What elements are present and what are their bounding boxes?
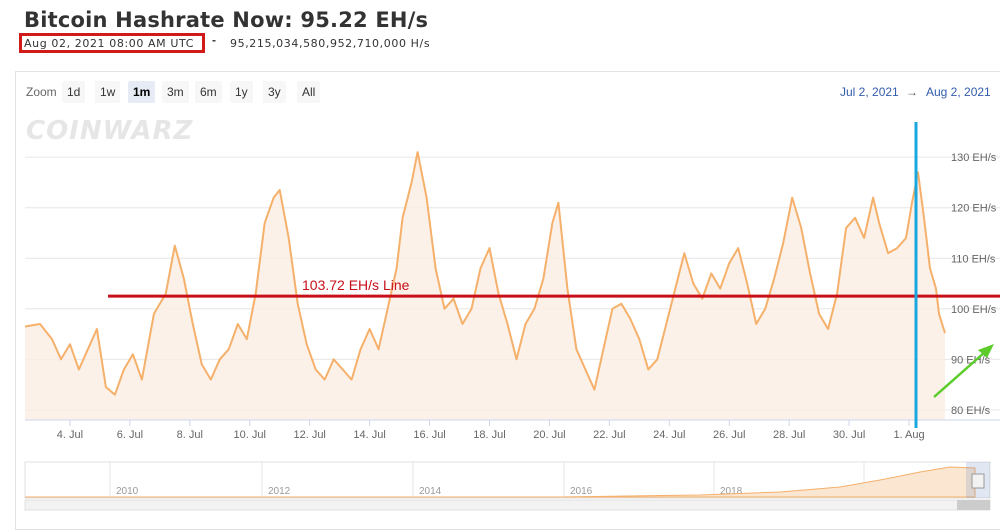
- timestamp-highlight-box: [19, 33, 205, 53]
- y-tick-label: 130 EH/s: [951, 152, 997, 164]
- hashrate-line: [24, 151, 946, 396]
- navigator-handle[interactable]: [971, 473, 985, 489]
- x-tick-label: 28. Jul: [773, 429, 805, 441]
- range-arrow: →: [906, 85, 918, 99]
- zoom-1d-button[interactable]: 1d: [62, 81, 86, 103]
- y-tick-label: 120 EH/s: [951, 203, 997, 215]
- green-arrow-shaft: [933, 351, 986, 398]
- y-tick-label: 80 EH/s: [951, 405, 991, 417]
- x-tick-label: 12. Jul: [293, 429, 325, 441]
- x-tick-label: 4. Jul: [57, 429, 83, 441]
- x-tick-label: 10. Jul: [234, 429, 266, 441]
- zoom-3y-button[interactable]: 3y: [263, 81, 286, 103]
- timestamp: Aug 02, 2021 08:00 AM UTC: [24, 37, 194, 50]
- navigator[interactable]: 201020122014201620182020: [24, 461, 991, 511]
- separator: -: [212, 33, 216, 47]
- x-tick-label: 16. Jul: [413, 429, 445, 441]
- zoom-1w-button[interactable]: 1w: [95, 81, 121, 103]
- x-tick-label: 30. Jul: [833, 429, 865, 441]
- navigator-year-label: 2016: [570, 486, 593, 497]
- x-tick-label: 1. Aug: [893, 429, 924, 441]
- zoom-1y-button[interactable]: 1y: [230, 81, 253, 103]
- x-tick-label: 18. Jul: [473, 429, 505, 441]
- range-from-date[interactable]: Jul 2, 2021: [840, 85, 899, 99]
- y-tick-label: 100 EH/s: [951, 304, 997, 316]
- scrollbar-track[interactable]: [24, 499, 991, 511]
- x-tick-label: 14. Jul: [353, 429, 385, 441]
- hashrate-hs: 95,215,034,580,952,710,000 H/s: [230, 37, 431, 50]
- y-tick-label: 110 EH/s: [951, 253, 996, 265]
- x-tick-label: 8. Jul: [177, 429, 203, 441]
- x-tick-label: 6. Jul: [117, 429, 143, 441]
- navigator-year-label: 2014: [419, 486, 442, 497]
- zoom-3m-button[interactable]: 3m: [162, 81, 189, 103]
- x-tick-label: 26. Jul: [713, 429, 745, 441]
- zoom-1m-button[interactable]: 1m: [128, 81, 156, 103]
- scrollbar-thumb[interactable]: [957, 500, 990, 510]
- hashrate-area: [25, 152, 945, 420]
- coinwarz-watermark: COINWARZ: [26, 116, 194, 146]
- x-tick-label: 20. Jul: [533, 429, 565, 441]
- reference-line-label: 103.72 EH/s Line: [302, 277, 410, 293]
- navigator-year-label: 2010: [116, 486, 139, 497]
- zoom-all-button[interactable]: All: [297, 81, 321, 103]
- x-tick-label: 24. Jul: [653, 429, 685, 441]
- green-arrow: [933, 344, 994, 398]
- navigator-year-label: 2018: [720, 486, 743, 497]
- zoom-label: Zoom: [26, 85, 57, 99]
- green-arrow-head: [978, 344, 994, 358]
- range-to-date[interactable]: Aug 2, 2021: [926, 85, 991, 99]
- page-title: Bitcoin Hashrate Now: 95.22 EH/s: [24, 8, 429, 32]
- zoom-6m-button[interactable]: 6m: [195, 81, 222, 103]
- x-tick-label: 22. Jul: [593, 429, 625, 441]
- navigator-year-label: 2012: [268, 486, 291, 497]
